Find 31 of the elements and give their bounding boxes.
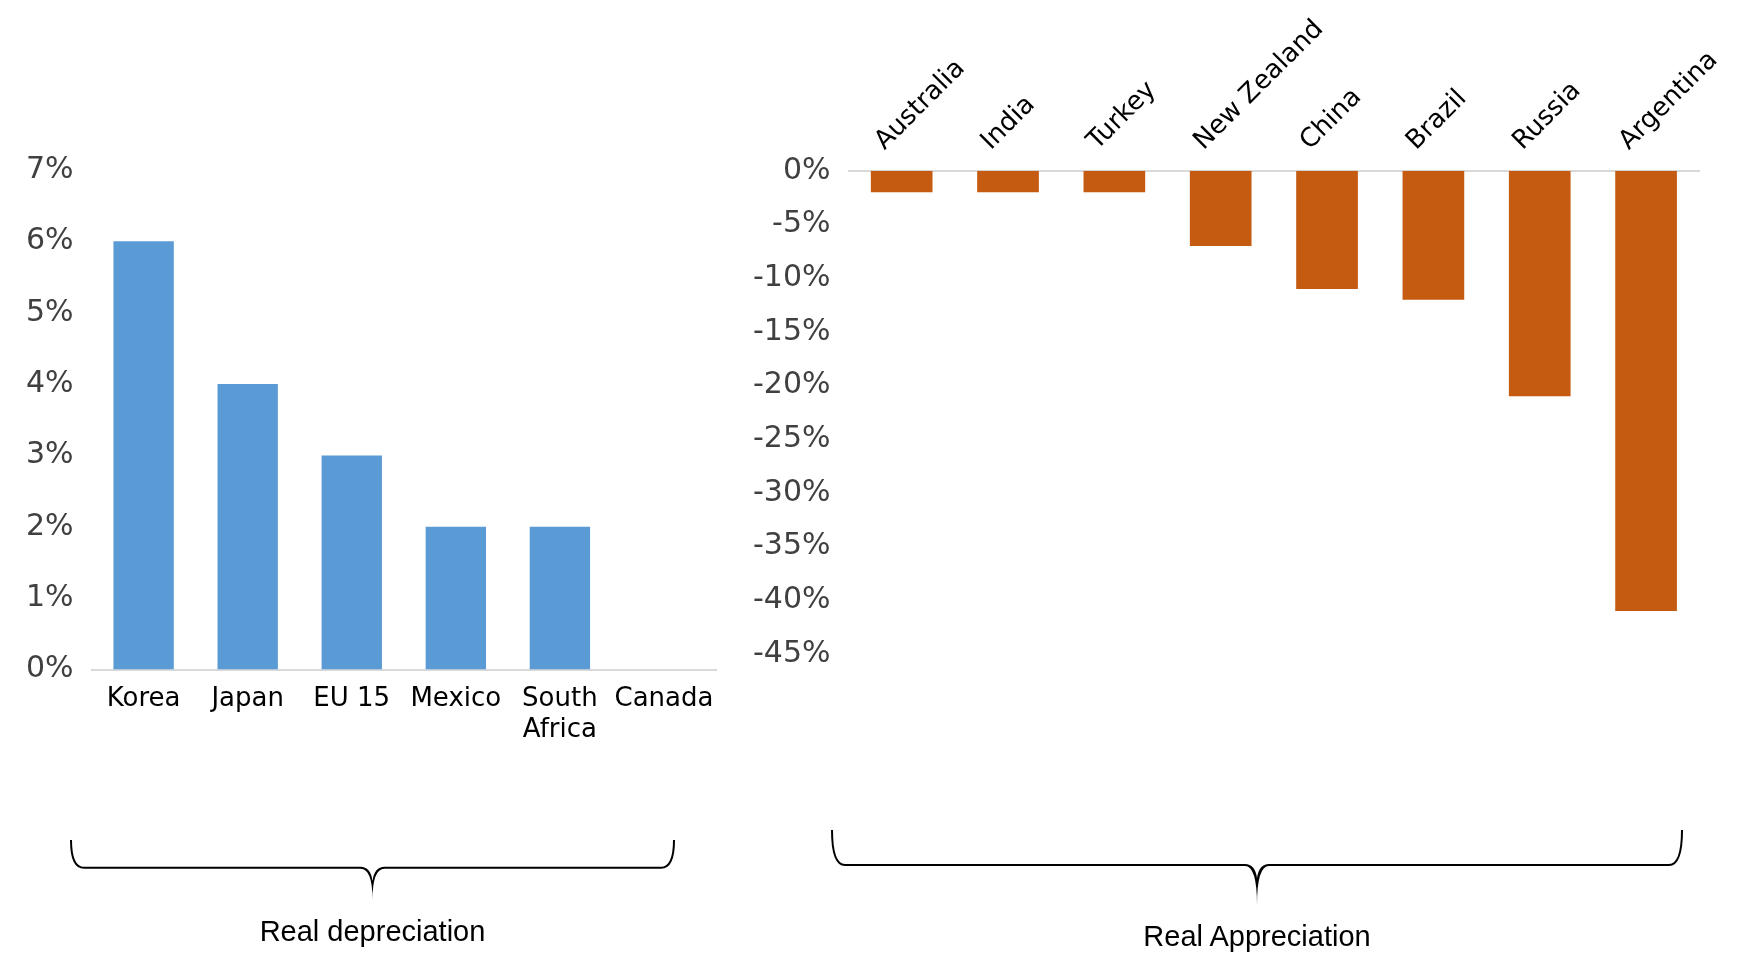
y-tick-label: -10% xyxy=(752,258,831,294)
y-tick-label: -35% xyxy=(752,526,831,562)
y-tick-label: 3% xyxy=(26,435,74,471)
y-tick-label: 0% xyxy=(26,649,74,685)
bar xyxy=(425,526,487,670)
y-tick-label: 4% xyxy=(26,363,74,399)
x-tick-label: EU 15 xyxy=(313,681,391,712)
y-tick-label: 6% xyxy=(26,221,74,257)
text: Real Appreciation xyxy=(1143,920,1371,953)
bar xyxy=(321,455,382,670)
text: Real depreciation xyxy=(259,915,486,948)
x-tick-label: Japan xyxy=(209,681,284,712)
y-tick-label: -20% xyxy=(752,365,831,401)
x-tick-label: Mexico xyxy=(410,681,502,712)
x-tick-label: Korea xyxy=(106,681,181,712)
y-tick-label: 2% xyxy=(26,506,74,542)
y-tick-label: -15% xyxy=(752,311,831,347)
y-tick-label: 1% xyxy=(26,578,74,614)
y-tick-label: -30% xyxy=(752,472,831,508)
y-tick-label: 0% xyxy=(782,150,831,186)
y-tick-label: -40% xyxy=(752,580,831,616)
bar xyxy=(113,241,174,670)
y-tick-label: 7% xyxy=(26,149,74,185)
x-tick-label: South Africa xyxy=(522,681,598,744)
y-tick-label: 5% xyxy=(26,292,74,328)
y-tick-label: -25% xyxy=(752,419,831,455)
bar xyxy=(529,526,591,670)
x-tick-label: Canada xyxy=(614,681,714,712)
bar xyxy=(217,384,278,670)
y-tick-label: -45% xyxy=(752,633,831,669)
y-tick-label: -5% xyxy=(772,204,831,240)
